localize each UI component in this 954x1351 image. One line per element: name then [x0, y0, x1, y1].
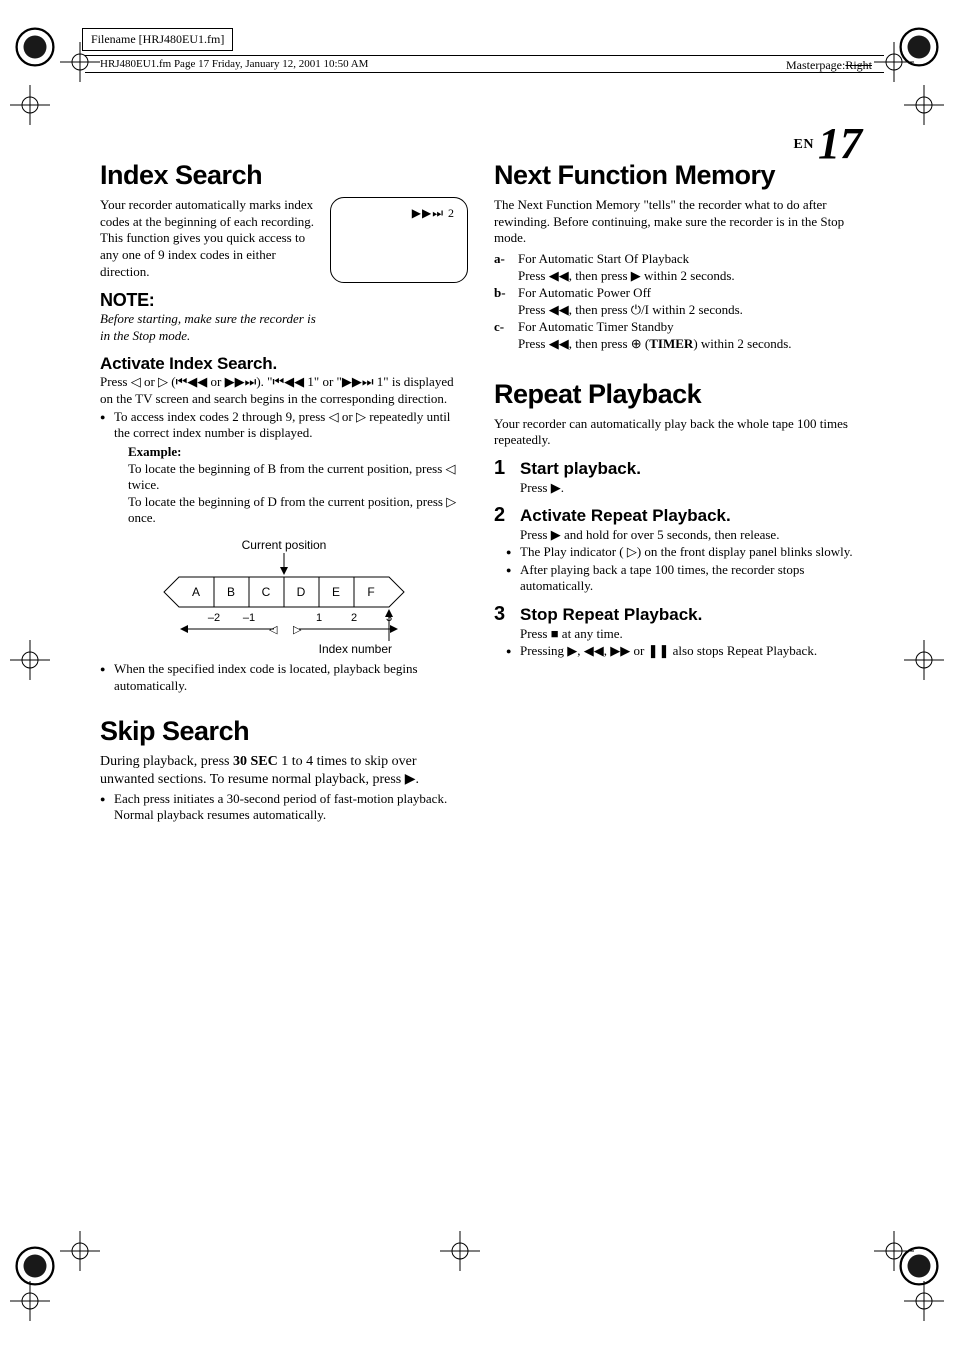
skip-body-bold: 30 SEC — [233, 754, 278, 769]
step-number: 1 — [494, 457, 512, 480]
item-body: Press ◀◀, then press ⏻/I within 2 second… — [518, 302, 743, 317]
repeat-intro: Your recorder can automatically play bac… — [494, 416, 862, 449]
next-fn-item: b- For Automatic Power Off Press ◀◀, the… — [494, 285, 862, 318]
left-column: Index Search Your recorder automatically… — [100, 160, 468, 824]
skip-search-body: During playback, press 30 SEC 1 to 4 tim… — [100, 753, 468, 789]
step-title: Activate Repeat Playback. — [520, 506, 731, 526]
step-body: Press ▶ and hold for over 5 seconds, the… — [494, 527, 862, 543]
svg-text:–1: –1 — [243, 612, 255, 624]
crop-mark-icon — [874, 1231, 914, 1271]
svg-text:B: B — [227, 585, 235, 599]
note-label: NOTE: — [100, 290, 320, 311]
svg-text:F: F — [367, 585, 374, 599]
svg-text:1: 1 — [316, 612, 322, 624]
item-body: ) within 2 seconds. — [693, 336, 791, 351]
step-number: 2 — [494, 504, 512, 527]
masterpage-label: Masterpage:Right — [786, 58, 872, 73]
step-row: 1 Start playback. — [494, 457, 862, 480]
diag-top-label: Current position — [242, 538, 327, 552]
repeat-bullet: After playing back a tape 100 times, the… — [506, 562, 862, 595]
index-bullet: When the specified index code is located… — [100, 661, 468, 694]
item-key: a- — [494, 251, 512, 284]
next-fn-intro: The Next Function Memory "tells" the rec… — [494, 197, 862, 247]
crop-mark-icon — [874, 42, 914, 82]
repeat-title: Repeat Playback — [494, 379, 862, 410]
skip-search-title: Skip Search — [100, 716, 468, 747]
next-fn-item: a- For Automatic Start Of Playback Press… — [494, 251, 862, 284]
step-body: Press ■ at any time. — [494, 626, 862, 642]
header-rule — [85, 72, 884, 73]
step-row: 3 Stop Repeat Playback. — [494, 603, 862, 626]
item-title: For Automatic Power Off — [518, 285, 651, 300]
crop-mark-icon — [10, 1281, 50, 1321]
activate-index-body: Press ◁ or ▷ (⏮◀◀ or ▶▶⏭). "⏮◀◀ 1" or "▶… — [100, 374, 468, 407]
index-search-title: Index Search — [100, 160, 468, 191]
item-body: Press ◀◀, then press ⊕ ( — [518, 336, 649, 351]
next-fn-item: c- For Automatic Timer Standby Press ◀◀,… — [494, 319, 862, 352]
svg-text:◁: ◁ — [269, 624, 278, 636]
index-search-intro: Your recorder automatically marks index … — [100, 197, 320, 280]
svg-text:2: 2 — [351, 612, 357, 624]
step-title: Stop Repeat Playback. — [520, 605, 702, 625]
note-text: Before starting, make sure the recorder … — [100, 311, 320, 344]
svg-text:▷: ▷ — [293, 624, 302, 636]
masterpage-prefix: Masterpage: — [786, 58, 845, 72]
index-bullet: To access index codes 2 through 9, press… — [100, 409, 468, 527]
header-text: HRJ480EU1.fm Page 17 Friday, January 12,… — [100, 58, 368, 70]
item-bold: TIMER — [649, 336, 693, 351]
svg-text:D: D — [297, 585, 306, 599]
item-key: c- — [494, 319, 512, 352]
svg-text:Index number: Index number — [319, 642, 392, 656]
repeat-bullet: Pressing ▶, ◀◀, ▶▶ or ❚❚ also stops Repe… — [506, 643, 862, 660]
index-diagram: Current position A B C D E F –2 — [144, 537, 424, 657]
item-title: For Automatic Start Of Playback — [518, 251, 689, 266]
screen-ffwd-label: ▶▶⏭ 2 — [412, 206, 455, 221]
filename-box: Filename [HRJ480EU1.fm] — [82, 28, 233, 51]
svg-text:–2: –2 — [208, 612, 220, 624]
step-row: 2 Activate Repeat Playback. — [494, 504, 862, 527]
crop-mark-icon — [60, 1231, 100, 1271]
item-title: For Automatic Timer Standby — [518, 319, 674, 334]
repeat-bullet: The Play indicator ( ▷) on the front dis… — [506, 544, 862, 561]
step-title: Start playback. — [520, 459, 641, 479]
item-key: b- — [494, 285, 512, 318]
svg-text:C: C — [262, 585, 271, 599]
next-fn-title: Next Function Memory — [494, 160, 862, 191]
example-line: To locate the beginning of B from the cu… — [128, 461, 468, 494]
page-lang: EN — [794, 137, 814, 152]
reg-mark-tl — [10, 22, 60, 72]
crop-mark-icon — [10, 85, 50, 125]
item-body: Press ◀◀, then press ▶ within 2 seconds. — [518, 268, 735, 283]
step-body: Press ▶. — [494, 480, 862, 496]
example-line: To locate the beginning of D from the cu… — [128, 494, 468, 527]
content: Index Search Your recorder automatically… — [100, 160, 862, 824]
masterpage-value: Right — [845, 58, 872, 72]
right-column: Next Function Memory The Next Function M… — [494, 160, 862, 824]
skip-bullet: Each press initiates a 30-second period … — [100, 791, 468, 824]
tv-screen-diagram: ▶▶⏭ 2 — [330, 197, 468, 283]
crop-mark-icon — [904, 85, 944, 125]
crop-mark-icon — [10, 640, 50, 680]
crop-mark-icon — [904, 1281, 944, 1321]
step-number: 3 — [494, 603, 512, 626]
header-rule — [85, 55, 884, 56]
skip-body-a: During playback, press — [100, 754, 233, 769]
crop-mark-icon — [904, 640, 944, 680]
activate-index-title: Activate Index Search. — [100, 354, 468, 374]
example-label: Example: — [128, 444, 181, 459]
bullet-text: To access index codes 2 through 9, press… — [114, 409, 450, 441]
svg-text:E: E — [332, 585, 340, 599]
crop-mark-icon — [440, 1231, 480, 1271]
svg-text:A: A — [192, 585, 200, 599]
